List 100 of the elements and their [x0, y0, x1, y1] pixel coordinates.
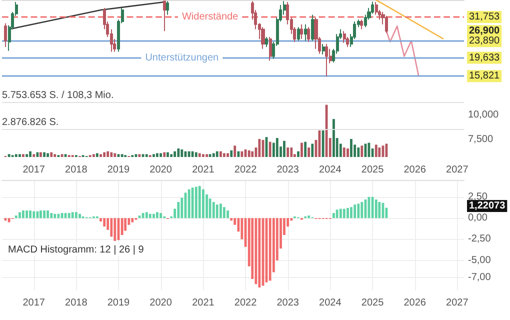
candlestick	[269, 36, 272, 62]
bar	[152, 214, 155, 218]
x-tick-label: 2020	[150, 164, 172, 176]
x-tick-label: 2024	[319, 164, 342, 176]
bar	[160, 213, 162, 218]
x-tick-label: 2027	[446, 164, 469, 176]
bar	[46, 210, 49, 218]
x-tick-label: 2023	[276, 298, 300, 308]
candlestick	[300, 24, 303, 40]
candlestick	[322, 44, 325, 56]
bar	[71, 212, 74, 218]
y-tick-label: -7,00	[468, 272, 492, 283]
candlestick	[311, 14, 314, 42]
bar	[360, 202, 364, 218]
x-tick-label: 2019	[107, 298, 130, 308]
candlestick	[314, 17, 318, 50]
bar	[29, 210, 32, 218]
candlestick	[297, 26, 300, 42]
x-tick-label: 2020	[150, 298, 172, 308]
bar	[222, 207, 226, 218]
bar	[226, 210, 229, 218]
bar	[22, 210, 24, 218]
bar	[14, 216, 18, 218]
text: 1,22073	[469, 200, 506, 212]
candlestick	[385, 15, 388, 34]
x-tick-label: 2021	[192, 164, 215, 176]
ref-line-label: 23,890	[469, 36, 500, 47]
x-tick-label: 2025	[361, 298, 384, 308]
x-tick-label: 2026	[404, 298, 426, 308]
candlestick	[325, 44, 328, 77]
bar	[198, 186, 201, 218]
y-tick-label: 0,00	[468, 212, 488, 224]
bar	[40, 210, 42, 218]
x-tick-label: 2019	[107, 164, 130, 176]
bar	[18, 212, 21, 218]
bar	[268, 218, 272, 281]
annotation: 26,900	[469, 26, 500, 37]
annotation: Widerstände	[182, 12, 239, 23]
bar	[371, 196, 374, 218]
bar	[8, 218, 10, 222]
x-tick-label: 2021	[192, 298, 215, 308]
bar	[357, 204, 360, 218]
x-tick-label: 2027	[446, 298, 469, 308]
x-tick-label: 2026	[404, 164, 426, 176]
bar	[354, 204, 356, 218]
bar	[114, 218, 116, 241]
bar	[208, 198, 212, 218]
bar	[103, 218, 106, 227]
bar	[54, 214, 56, 218]
bar	[339, 208, 342, 218]
annotation: Unterstützungen	[145, 52, 219, 64]
y-tick-label: -5,00	[468, 254, 492, 266]
candlestick	[265, 36, 268, 48]
ref-line-label: 2.876.826 S.	[2, 117, 59, 128]
bar	[68, 213, 70, 218]
bar	[258, 218, 261, 288]
candlestick	[163, 0, 166, 32]
bar	[142, 213, 144, 218]
candlestick	[304, 24, 307, 42]
bar	[194, 186, 198, 218]
line-series	[386, 26, 420, 76]
bar	[342, 208, 346, 218]
bar	[50, 213, 53, 218]
candlestick	[375, 1, 378, 16]
bar	[43, 210, 46, 218]
x-tick-label: 2018	[65, 164, 88, 176]
bar	[156, 212, 158, 218]
x-tick-label: 2025	[361, 164, 384, 176]
bar	[148, 214, 152, 218]
bar	[78, 214, 81, 218]
bar	[350, 207, 352, 218]
bar	[212, 202, 215, 218]
bar	[346, 208, 349, 218]
ref-line-label: 5.753.653 S. / 108,3 Mio.	[2, 90, 114, 101]
x-tick-label: 2023	[276, 164, 300, 176]
bar	[26, 210, 28, 218]
ref-line-label: 15,821	[469, 70, 500, 82]
bar	[254, 218, 258, 284]
annotation: MACD Histogramm: 12 | 26 | 9	[8, 244, 144, 256]
candlestick	[261, 26, 265, 50]
x-tick-label: 2017	[22, 164, 46, 176]
bar	[216, 204, 218, 218]
x-tick-label: 2018	[65, 298, 88, 308]
candlestick	[343, 30, 346, 44]
bar	[332, 213, 335, 218]
x-tick-label: 2024	[319, 298, 342, 308]
bar	[374, 199, 378, 218]
bar	[220, 204, 222, 218]
x-tick-label: 2022	[234, 164, 258, 176]
bar	[57, 214, 60, 218]
candlestick	[360, 19, 363, 30]
x-tick-label: 2017	[22, 298, 46, 308]
y-tick-label: 10,000	[468, 110, 500, 121]
y-tick-label: 2,50	[468, 191, 488, 202]
bar	[230, 218, 233, 221]
bar	[336, 210, 338, 218]
bar	[308, 216, 310, 218]
bar	[145, 212, 148, 218]
bar	[177, 202, 180, 218]
bar	[188, 189, 190, 218]
